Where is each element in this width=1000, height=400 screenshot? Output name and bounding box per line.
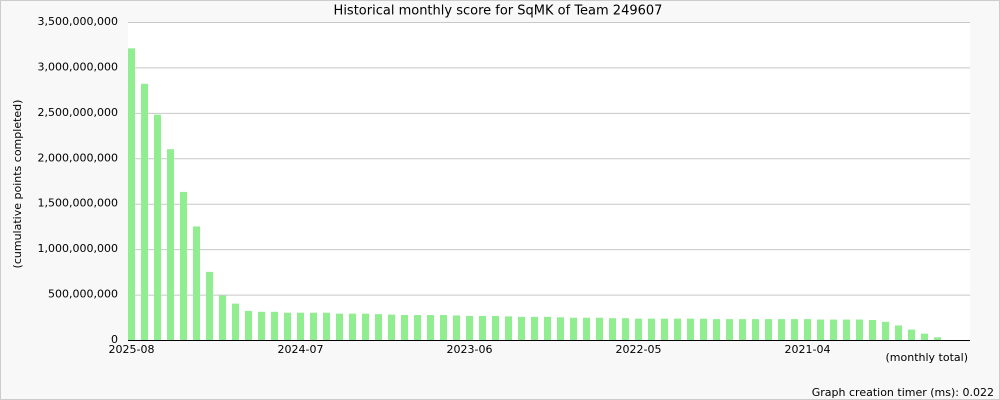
bar [687, 318, 694, 340]
bar [661, 318, 668, 340]
bar [843, 319, 850, 340]
y-tick-label: 1,500,000,000 [38, 197, 118, 210]
bar [908, 329, 915, 340]
bar [336, 313, 343, 340]
bar [856, 319, 863, 340]
bar [479, 315, 486, 340]
bar [505, 316, 512, 340]
bar [362, 313, 369, 340]
bar [531, 316, 538, 340]
bar [323, 312, 330, 340]
bar [427, 315, 434, 340]
bar [765, 319, 772, 340]
y-tick-label: 3,000,000,000 [38, 60, 118, 73]
x-axis-label: (monthly total) [886, 351, 969, 364]
y-tick-label: 0 [111, 333, 118, 346]
y-axis-label: (cumulative points completed) [11, 100, 24, 269]
bar [271, 311, 278, 340]
bar [466, 315, 473, 340]
bar [388, 314, 395, 340]
bar [154, 114, 161, 340]
bar [440, 315, 447, 340]
bar [232, 303, 239, 340]
bar [674, 318, 681, 340]
bar [700, 318, 707, 340]
bar [310, 312, 317, 340]
bar [895, 325, 902, 340]
bar [921, 333, 928, 340]
y-tick-label: 3,500,000,000 [38, 15, 118, 28]
bar [180, 191, 187, 340]
bar [297, 312, 304, 340]
y-tick-label: 1,000,000,000 [38, 242, 118, 255]
bar [219, 295, 226, 340]
bar [882, 321, 889, 340]
x-tick-label: 2025-08 [109, 343, 155, 356]
bar [713, 319, 720, 340]
bar [375, 314, 382, 340]
bar [739, 319, 746, 340]
bar [648, 318, 655, 340]
bar [167, 149, 174, 340]
bar [570, 317, 577, 340]
bar [635, 318, 642, 340]
bar [492, 315, 499, 340]
bar [778, 319, 785, 340]
bar [245, 310, 252, 340]
bar [414, 315, 421, 340]
x-tick-label: 2024-07 [278, 343, 324, 356]
y-tick-label: 2,500,000,000 [38, 106, 118, 119]
plot-area [128, 22, 970, 340]
bar [284, 312, 291, 340]
y-tick-label: 2,000,000,000 [38, 151, 118, 164]
bar [726, 319, 733, 340]
bar [258, 311, 265, 340]
bar [609, 318, 616, 340]
bar [544, 316, 551, 340]
x-tick-label: 2021-04 [785, 343, 831, 356]
x-tick-label: 2022-05 [616, 343, 662, 356]
bar [193, 226, 200, 340]
bar [206, 271, 213, 340]
bar [141, 83, 148, 340]
x-tick-label: 2023-06 [447, 343, 493, 356]
bar [817, 319, 824, 340]
y-tick-label: 500,000,000 [48, 288, 118, 301]
bar [128, 48, 135, 340]
bar [596, 317, 603, 340]
bar [518, 316, 525, 340]
bar [453, 315, 460, 340]
bar [869, 320, 876, 340]
bar [830, 319, 837, 340]
bar [349, 313, 356, 340]
bar [583, 317, 590, 340]
footer: Graph creation timer (ms): 0.022 [812, 386, 994, 399]
bar [401, 315, 408, 340]
chart-title: Historical monthly score for SqMK of Tea… [334, 4, 663, 19]
bar [622, 318, 629, 340]
bar [791, 319, 798, 340]
bar [934, 337, 941, 340]
bar [752, 319, 759, 340]
bar [557, 317, 564, 340]
bar [804, 319, 811, 340]
